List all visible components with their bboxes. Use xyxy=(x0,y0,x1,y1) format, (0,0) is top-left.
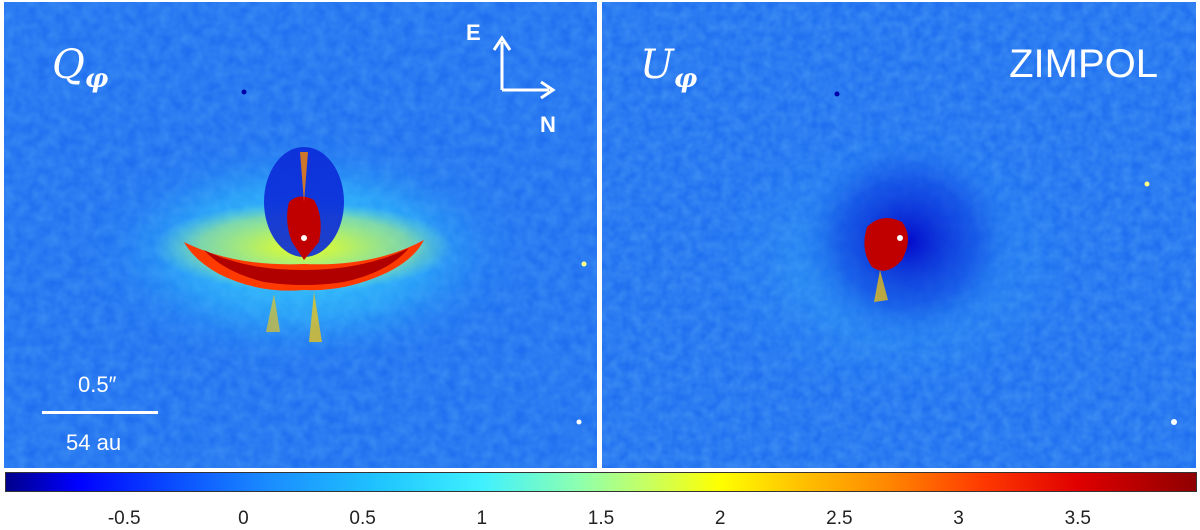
disk-red-band xyxy=(184,240,424,291)
colorbar-tick-label: 2 xyxy=(714,508,726,529)
colorbar-tick-label: 2.5 xyxy=(826,508,853,529)
colorbar xyxy=(5,472,1197,492)
scalebar-physical-label: 54 au xyxy=(66,430,122,455)
panel-divider xyxy=(597,2,602,468)
colorbar-tick-label: 3.5 xyxy=(1064,508,1092,529)
u-phi-panel: Uφ ZIMPOL xyxy=(602,2,1196,468)
colorbar-tick-label: 3 xyxy=(953,508,964,529)
colorbar-tick-label: 0.5 xyxy=(349,508,376,529)
u-phi-image xyxy=(602,2,1196,468)
compass-east-label: E xyxy=(466,20,481,45)
q-phi-image xyxy=(4,2,597,468)
instrument-label: ZIMPOL xyxy=(1009,42,1158,86)
compass-north-label: N xyxy=(540,112,556,137)
star-position-marker xyxy=(897,235,903,241)
q-phi-label: Qφ xyxy=(52,42,109,94)
central-spot xyxy=(287,196,321,260)
central-spot xyxy=(864,218,908,271)
q-phi-panel: Qφ E N 0.5″ 54 au xyxy=(4,2,597,468)
colorbar-tick-label: 0 xyxy=(238,508,249,529)
scalebar xyxy=(42,411,158,414)
u-phi-label: Uφ xyxy=(640,42,698,94)
colorbar-tick-label: 1 xyxy=(476,508,488,529)
colorbar-tick-label: 1.5 xyxy=(587,508,615,529)
star-position-marker xyxy=(301,235,307,241)
disk-core xyxy=(204,248,409,285)
scalebar-angular-label: 0.5″ xyxy=(78,372,117,397)
colorbar-tick-label: -0.5 xyxy=(107,508,141,529)
compass-arrows xyxy=(492,35,556,100)
